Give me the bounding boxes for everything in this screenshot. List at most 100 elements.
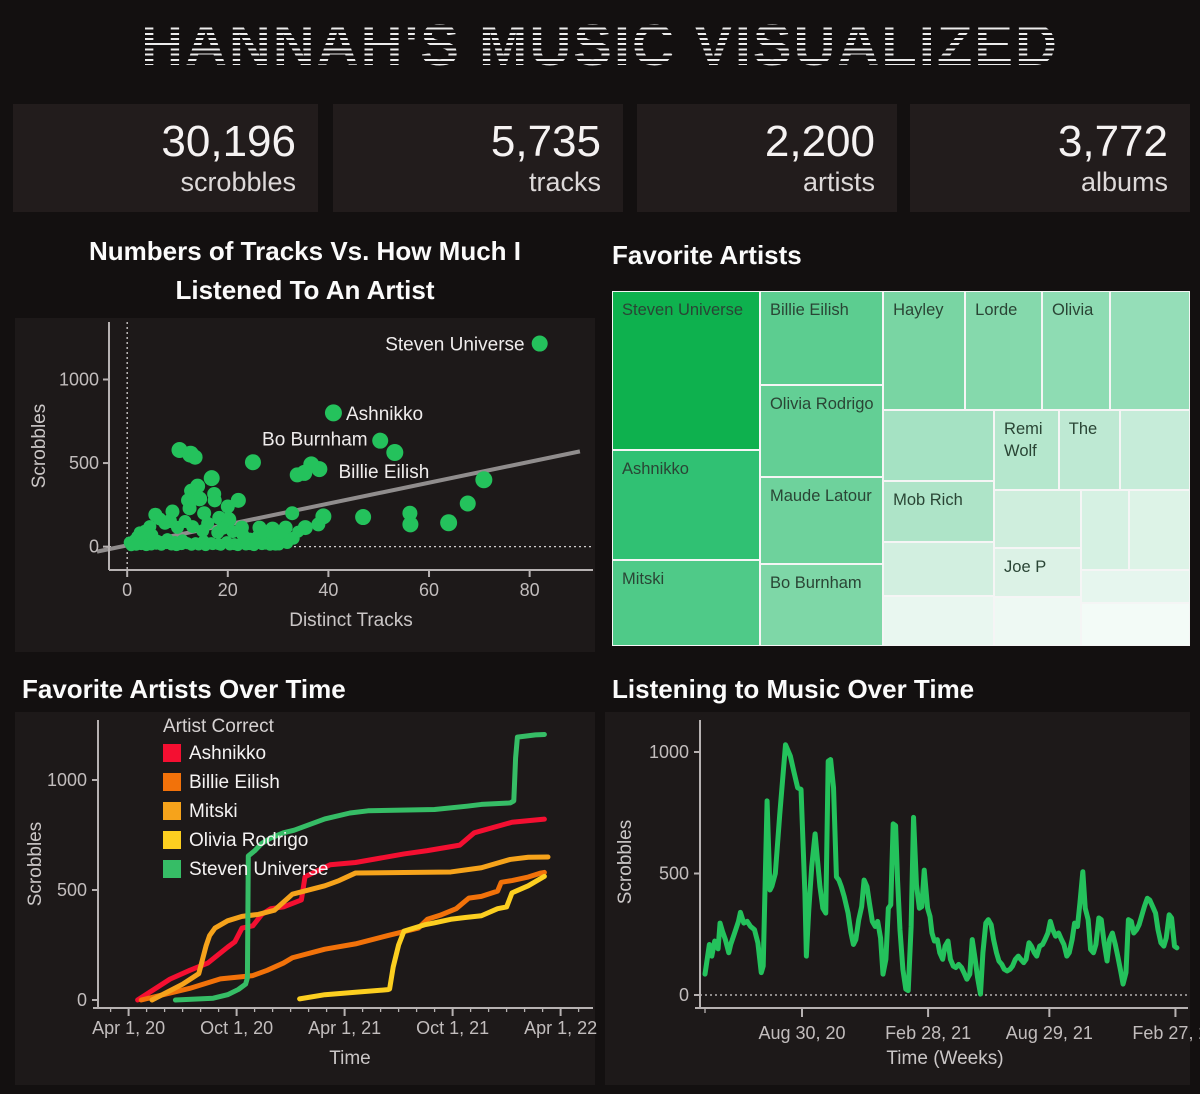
treemap-cell-unlabeled[interactable] xyxy=(1080,603,1190,646)
scatter-point[interactable] xyxy=(220,499,235,514)
scatter-point[interactable] xyxy=(273,539,285,551)
treemap-cell-remi-wolf[interactable]: Remi Wolf xyxy=(994,409,1059,491)
treemap-cell-unlabeled[interactable] xyxy=(883,595,995,646)
stat-card-albums: 3,772 albums xyxy=(910,104,1190,212)
treemap-cell-unlabeled[interactable] xyxy=(883,409,995,481)
scatter-point[interactable] xyxy=(240,539,252,551)
scatter-point[interactable] xyxy=(292,525,305,538)
scrobbles-line[interactable] xyxy=(702,742,1180,997)
scatter-point[interactable] xyxy=(203,470,220,487)
y-axis-title: Scrobbles xyxy=(25,822,46,907)
series-line-ashnikko[interactable] xyxy=(135,816,547,1003)
scatter-point[interactable] xyxy=(475,471,493,489)
treemap-cell-bo-burnham[interactable]: Bo Burnham xyxy=(759,563,884,646)
x-tick-label: Feb 27, 22 xyxy=(1132,1023,1200,1043)
treemap-cell-olivia[interactable]: Olivia xyxy=(1042,291,1111,410)
treemap-cell-joe-p[interactable]: Joe P xyxy=(994,548,1081,597)
x-tick-label: Oct 1, 20 xyxy=(200,1018,273,1038)
scatter-point[interactable] xyxy=(402,516,419,533)
trend-line xyxy=(96,449,581,554)
scatter-point[interactable] xyxy=(230,492,246,508)
x-tick-label: 40 xyxy=(318,580,338,600)
treemap-cell-mob-rich[interactable]: Mob Rich xyxy=(883,480,995,542)
series-line-billie-eilish[interactable] xyxy=(138,869,547,1003)
treemap-cell-unlabeled[interactable] xyxy=(994,597,1081,646)
scatter-point[interactable] xyxy=(402,505,418,521)
treemap-cell-unlabeled[interactable] xyxy=(883,541,995,596)
scatter-point[interactable] xyxy=(248,540,260,552)
scatter-point[interactable] xyxy=(186,520,200,534)
treemap-cell-mitski[interactable]: Mitski xyxy=(612,560,760,646)
scatter-point[interactable] xyxy=(187,449,203,465)
favorite-artists-treemap: Steven Universe Ashnikko Mitski Billie Eili… xyxy=(612,291,1190,646)
series-line-mitski[interactable] xyxy=(149,854,551,1003)
treemap-cell-lorde[interactable]: Lorde xyxy=(965,291,1043,410)
scatter-point[interactable] xyxy=(440,514,458,532)
scatter-point[interactable] xyxy=(226,525,240,539)
scatter-point[interactable] xyxy=(311,517,326,532)
scatter-point[interactable] xyxy=(256,526,270,540)
scatter-point[interactable] xyxy=(232,540,244,552)
scatter-point[interactable] xyxy=(285,506,300,521)
treemap-cell-unlabeled[interactable] xyxy=(1120,409,1190,491)
treemap-cell-unlabeled[interactable] xyxy=(1080,490,1129,571)
treemap-cell-maude-latour[interactable]: Maude Latour xyxy=(759,477,884,564)
treemap-cell-hayley[interactable]: Hayley xyxy=(883,291,966,410)
x-tick-label: Apr 1, 21 xyxy=(308,1018,381,1038)
scatter-point[interactable] xyxy=(264,539,276,551)
x-tick-label: Feb 28, 21 xyxy=(885,1023,971,1043)
scatter-point[interactable] xyxy=(311,461,328,478)
treemap-title: Favorite Artists xyxy=(612,240,802,270)
legend-swatch-ashnikko[interactable] xyxy=(163,744,181,762)
scatter-point[interactable] xyxy=(182,501,197,516)
legend-swatch-steven-universe[interactable] xyxy=(163,860,181,878)
legend-label: Ashnikko xyxy=(189,743,266,764)
treemap-cell-label: The xyxy=(1068,419,1098,438)
legend-swatch-olivia-rodrigo[interactable] xyxy=(163,831,181,849)
treemap-cell-billie-eilish[interactable]: Billie Eilish xyxy=(759,291,884,386)
legend-swatch-billie-eilish[interactable] xyxy=(163,773,181,791)
scatter-point[interactable] xyxy=(386,444,404,462)
scatter-point[interactable] xyxy=(215,539,227,551)
stats-row: 30,196 scrobbles 5,735 tracks 2,200 arti… xyxy=(13,104,1190,212)
treemap-cell-unlabeled[interactable] xyxy=(1128,490,1190,571)
scatter-point[interactable] xyxy=(201,516,215,530)
treemap-cell-label: Olivia xyxy=(1052,301,1094,319)
scatter-point[interactable] xyxy=(207,493,222,508)
scatter-point[interactable] xyxy=(207,539,219,551)
legend-title: Artist Correct xyxy=(163,716,275,737)
treemap-cell-label: Remi Wolf xyxy=(1004,419,1043,461)
favorite-artists-over-time-chart: Apr 1, 20 Oct 1, 20 Apr 1, 21 Oct 1, 21 Apr … xyxy=(15,712,597,1085)
scatter-point[interactable] xyxy=(289,467,305,483)
y-tick-label: 1000 xyxy=(649,742,689,762)
y-axis-title: Scrobbles xyxy=(615,820,636,905)
scatter-point[interactable] xyxy=(224,539,236,551)
scatter-point[interactable] xyxy=(459,495,476,512)
treemap-cell-the[interactable]: The xyxy=(1058,409,1121,491)
series-line-steven-universe[interactable] xyxy=(172,731,547,1003)
scatter-point[interactable] xyxy=(355,509,372,526)
treemap-cell-ashnikko[interactable]: Ashnikko xyxy=(612,450,760,561)
treemap-cell-label: Billie Eilish xyxy=(769,301,849,319)
scatter-point[interactable] xyxy=(165,504,180,519)
treemap-cell-steven-universe[interactable]: Steven Universe xyxy=(612,291,760,451)
scatter-point[interactable] xyxy=(531,335,548,352)
scatter-point[interactable] xyxy=(372,432,389,449)
legend-label: Mitski xyxy=(189,801,238,822)
scatter-point[interactable] xyxy=(197,506,212,521)
x-axis-title: Time xyxy=(329,1048,371,1069)
treemap-cell-unlabeled[interactable] xyxy=(1110,291,1190,410)
stat-label: albums xyxy=(1080,166,1168,197)
scatter-point[interactable] xyxy=(324,404,342,422)
scatter-point[interactable] xyxy=(192,491,208,507)
scatter-point[interactable] xyxy=(244,454,261,471)
scatter-point[interactable] xyxy=(158,516,172,530)
treemap-cell-unlabeled[interactable] xyxy=(994,490,1081,548)
treemap-cell-olivia-rodrigo[interactable]: Olivia Rodrigo xyxy=(759,385,884,477)
treemap-cell-unlabeled[interactable] xyxy=(1080,570,1190,604)
series-line-olivia-rodrigo[interactable] xyxy=(297,873,547,1002)
legend-swatch-mitski[interactable] xyxy=(163,802,181,820)
y-tick-label: 500 xyxy=(659,864,689,884)
scatter-point[interactable] xyxy=(216,521,230,535)
scatter-point[interactable] xyxy=(256,539,268,551)
